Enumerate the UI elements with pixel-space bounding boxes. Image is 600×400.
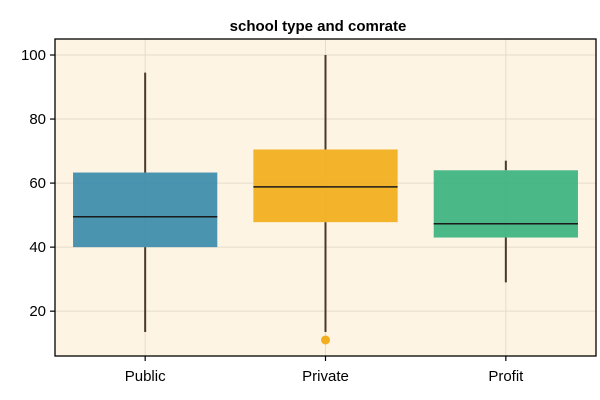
x-tick-label: Public: [125, 368, 166, 385]
y-tick-label: 20: [29, 303, 46, 320]
y-tick-label: 100: [21, 47, 46, 64]
x-tick-label: Private: [302, 368, 349, 385]
outlier-point: [321, 335, 330, 345]
box-iqr: [433, 170, 578, 238]
box-iqr: [73, 172, 218, 248]
axes: 20 40 60 80 100 Public Private Profit: [21, 47, 524, 385]
y-tick-label: 60: [29, 175, 46, 192]
y-tick-label: 40: [29, 239, 46, 256]
chart-title: school type and comrate: [230, 18, 407, 35]
box-iqr: [253, 149, 398, 223]
box-profit: [433, 160, 578, 283]
box-public: [73, 72, 218, 332]
box-series: [73, 55, 578, 345]
box-private: [253, 55, 398, 345]
x-tick-label: Profit: [488, 368, 524, 385]
y-tick-label: 80: [29, 111, 46, 128]
